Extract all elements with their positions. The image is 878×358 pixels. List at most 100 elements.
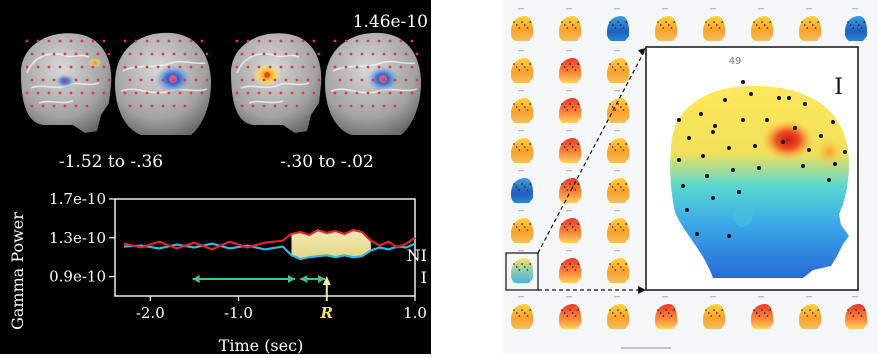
electrode-dot (371, 78, 375, 82)
mini-head-map[interactable] (559, 210, 581, 243)
head-3-left-view (231, 33, 322, 133)
mini-head-map[interactable] (607, 90, 629, 123)
mini-head-map[interactable] (703, 8, 725, 41)
electrode-dot (301, 39, 305, 43)
selected-head-box[interactable] (505, 252, 539, 291)
electrode-dot (128, 52, 132, 56)
electrode-dot (399, 91, 403, 95)
mini-head-map[interactable] (559, 296, 581, 329)
electrode-dot (134, 65, 138, 69)
electrode-dot (355, 91, 359, 95)
mini-head-map[interactable] (559, 50, 581, 83)
electrode-dot (246, 65, 250, 69)
mini-head-map[interactable] (511, 250, 533, 283)
electrode-dot (284, 52, 288, 56)
electrode-dot (47, 39, 51, 43)
electrode-dot (134, 39, 138, 43)
mini-head-map[interactable] (751, 296, 773, 329)
electrode-dot (41, 52, 45, 56)
head-4-back-view (325, 32, 421, 135)
mini-head-map[interactable] (607, 50, 629, 83)
mini-head-map[interactable] (751, 8, 773, 41)
mini-head-map[interactable] (511, 210, 533, 243)
mini-head-map[interactable] (607, 250, 629, 283)
mini-head-map[interactable] (511, 170, 533, 203)
electrode-dot (30, 52, 34, 56)
mini-head-map[interactable] (655, 8, 677, 41)
mini-head-map[interactable] (559, 90, 581, 123)
electrode-dot (134, 91, 138, 95)
mini-head-grid (511, 8, 867, 329)
topo-grid-panel: 49 I (503, 0, 878, 354)
mini-head-map[interactable] (845, 296, 867, 329)
electrode-dot (246, 39, 250, 43)
mini-head-map[interactable] (559, 250, 581, 283)
electrode-dot (290, 39, 294, 43)
mini-head-map[interactable] (799, 296, 821, 329)
electrode-dot (415, 52, 419, 56)
electrode-dot (178, 65, 182, 69)
electrode-dot (360, 78, 364, 82)
zoomed-electrode-dot (781, 140, 785, 144)
mini-head-map[interactable] (655, 296, 677, 329)
electrode-dot (36, 39, 40, 43)
plot-frame (114, 198, 416, 297)
electrode-dot (80, 91, 84, 95)
zoomed-electrode-dot (727, 234, 731, 238)
mini-head-map[interactable] (607, 210, 629, 243)
electrode-dot (30, 78, 34, 82)
electrode-dot (47, 65, 51, 69)
mini-head-map[interactable] (511, 50, 533, 83)
electrode-dot (284, 104, 288, 108)
mini-head-map[interactable] (559, 8, 581, 41)
electrode-dot (410, 65, 414, 69)
electrode-dot (205, 78, 209, 82)
zoomed-condition-label: I (834, 75, 843, 100)
electrode-dot (366, 39, 370, 43)
electrode-dot (205, 52, 209, 56)
zoomed-electrode-dot (737, 190, 741, 194)
mini-head-map[interactable] (607, 8, 629, 41)
electrode-dot (102, 91, 106, 95)
legend-entry-ni: NI (407, 246, 427, 265)
head-2-back-view (115, 32, 211, 135)
electrode-dot (273, 104, 277, 108)
mini-head-map[interactable] (607, 170, 629, 203)
mini-head-map[interactable] (511, 130, 533, 163)
legend-entry-i: I (421, 268, 427, 287)
electrode-dot (349, 104, 353, 108)
x-axis-label: Time (sec) (219, 336, 304, 354)
electrode-dot (382, 78, 386, 82)
legend: NI I (407, 246, 427, 287)
electrode-dot (257, 39, 261, 43)
mini-head-map[interactable] (607, 130, 629, 163)
left-figure-panel: 1.46e-10 -1.52 to -.36 -.30 to -.02 Gamm… (0, 0, 442, 355)
mini-head-map[interactable] (845, 8, 867, 41)
electrode-dot (74, 78, 78, 82)
mini-head-map[interactable] (511, 8, 533, 41)
zoomed-electrode-dot (741, 80, 745, 84)
electrode-dot (80, 65, 84, 69)
mini-head-map[interactable] (511, 90, 533, 123)
electrode-dot (295, 52, 299, 56)
electrode-dot (257, 91, 261, 95)
electrode-dot (240, 78, 244, 82)
mini-head-map[interactable] (607, 296, 629, 329)
mini-head-map[interactable] (703, 296, 725, 329)
zoomed-electrode-dot (701, 154, 705, 158)
zoomed-electrode-dot (749, 92, 753, 96)
electrode-dot (145, 65, 149, 69)
zoom-connector-top (537, 47, 647, 254)
electrode-dot (178, 39, 182, 43)
mini-head-map[interactable] (559, 130, 581, 163)
mini-head-map[interactable] (559, 170, 581, 203)
electrode-dot (273, 78, 277, 82)
electrode-dot (200, 65, 204, 69)
electrode-dot (30, 104, 34, 108)
mini-head-map[interactable] (799, 8, 821, 41)
electrode-dot (371, 52, 375, 56)
y-tick-label: 1.3e-10 (49, 229, 106, 247)
electrode-dot (52, 78, 56, 82)
mini-head-map[interactable] (511, 296, 533, 329)
